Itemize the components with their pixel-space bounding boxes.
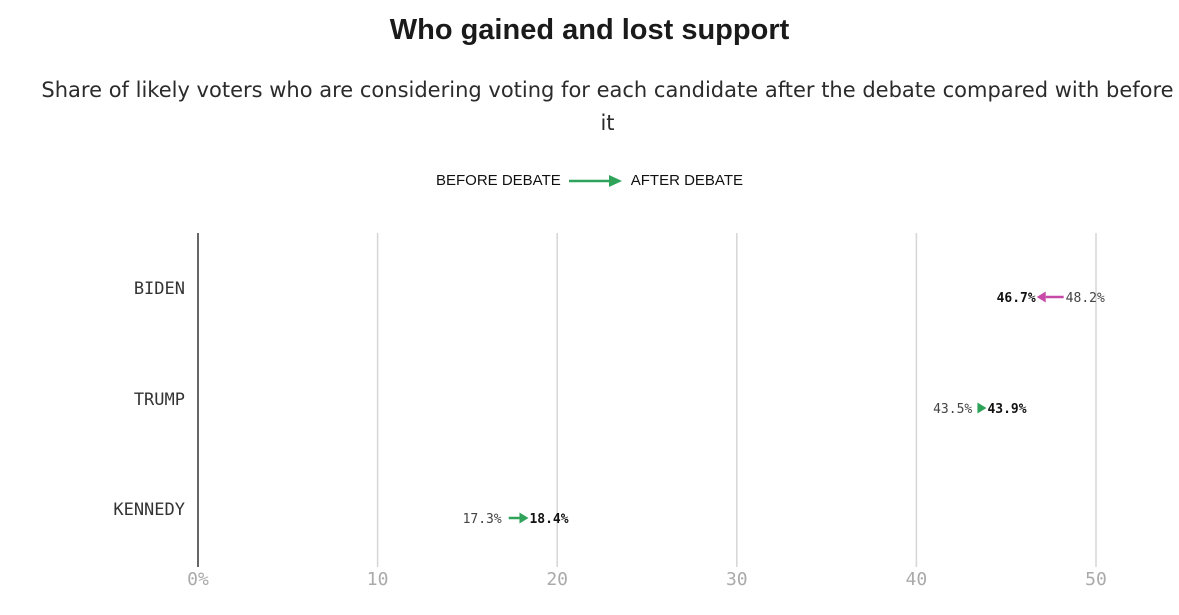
after-value-label: 43.9% (987, 402, 1026, 417)
x-tick-label: 20 (546, 569, 568, 590)
change-arrow-head (519, 512, 529, 524)
chart-plot: 0% 10 20 30 40 50 BIDEN 48.2% 46.7% TRUMP 43.5% 43.… (113, 233, 1107, 590)
x-tick-label: 0% (187, 569, 209, 590)
change-arrow-head (977, 402, 987, 414)
legend-arrow-icon (568, 174, 622, 187)
x-tick-label: 40 (906, 569, 928, 590)
category-label: TRUMP (134, 390, 185, 410)
chart-subtitle: Share of likely voters who are consideri… (41, 78, 1174, 135)
legend-before-label: BEFORE DEBATE (436, 172, 561, 189)
change-arrow-head (1036, 291, 1046, 303)
before-value-label: 17.3% (463, 512, 502, 527)
after-value-label: 18.4% (529, 512, 568, 527)
category-label: BIDEN (134, 279, 185, 299)
x-tick-label: 30 (726, 569, 748, 590)
after-value-label: 46.7% (997, 291, 1036, 306)
x-tick-label: 50 (1085, 569, 1107, 590)
chart-title: Who gained and lost support (389, 14, 790, 46)
before-value-label: 43.5% (933, 402, 972, 417)
legend-after-label: AFTER DEBATE (630, 172, 743, 189)
category-label: KENNEDY (113, 500, 185, 520)
chart-legend: BEFORE DEBATE AFTER DEBATE (0, 172, 1179, 189)
before-value-label: 48.2% (1066, 291, 1105, 306)
x-tick-label: 10 (367, 569, 389, 590)
